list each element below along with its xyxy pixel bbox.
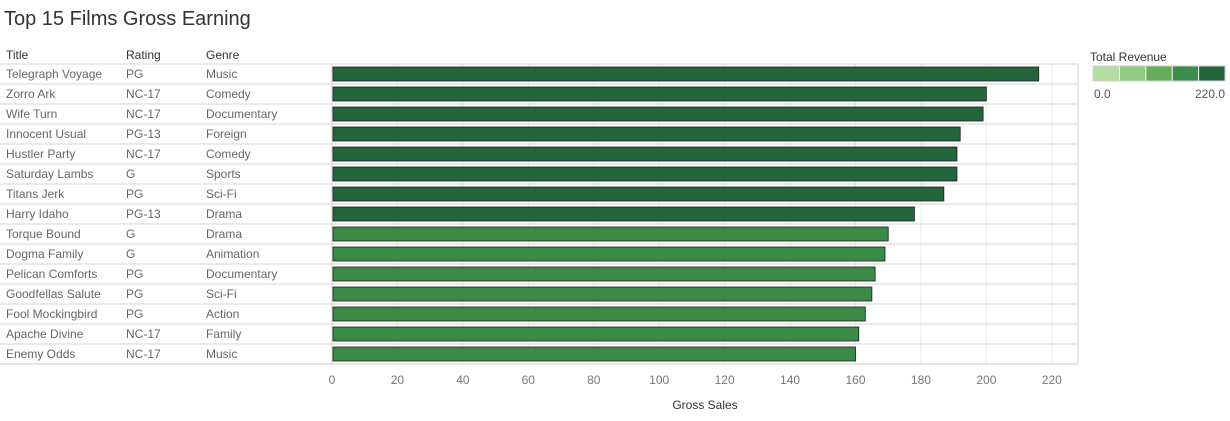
legend-swatch [1199, 66, 1225, 81]
row-rating: PG-13 [126, 127, 161, 141]
row-rating: NC-17 [126, 347, 161, 361]
legend-swatch [1146, 66, 1172, 81]
row-rating: G [126, 227, 135, 241]
row-rating: PG [126, 287, 143, 301]
row-genre: Music [206, 67, 237, 81]
row-genre: Sci-Fi [206, 287, 237, 301]
bar [332, 86, 987, 102]
x-tick-label: 180 [911, 373, 931, 387]
bar [332, 266, 876, 282]
row-rating: NC-17 [126, 107, 161, 121]
x-axis-title: Gross Sales [672, 398, 737, 412]
bar [332, 246, 886, 262]
x-tick-label: 200 [976, 373, 996, 387]
row-genre: Documentary [206, 267, 277, 281]
row-rating: PG-13 [126, 207, 161, 221]
bar [332, 106, 984, 122]
row-title: Hustler Party [6, 147, 75, 161]
x-tick-label: 140 [780, 373, 800, 387]
row-title: Titans Jerk [6, 187, 65, 201]
row-title: Harry Idaho [6, 207, 69, 221]
legend-swatch [1119, 66, 1146, 81]
row-title: Apache Divine [6, 327, 84, 341]
row-title: Telegraph Voyage [6, 67, 102, 81]
row-rating: G [126, 247, 135, 261]
bar [332, 306, 866, 322]
legend-min-label: 0.0 [1094, 87, 1111, 101]
row-rating: G [126, 167, 135, 181]
bar [332, 226, 889, 242]
x-tick-label: 40 [456, 373, 470, 387]
bar [332, 206, 915, 222]
row-rating: PG [126, 67, 143, 81]
row-title: Goodfellas Salute [6, 287, 101, 301]
row-title: Fool Mockingbird [6, 307, 97, 321]
bar [332, 286, 873, 302]
row-genre: Music [206, 347, 237, 361]
legend-swatch [1172, 66, 1199, 81]
column-header-genre: Genre [206, 48, 240, 62]
row-genre: Documentary [206, 107, 277, 121]
row-title: Innocent Usual [6, 127, 86, 141]
column-header-title: Title [6, 48, 29, 62]
x-tick-label: 20 [391, 373, 405, 387]
legend-max-label: 220.0 [1195, 87, 1225, 101]
row-genre: Foreign [206, 127, 247, 141]
row-genre: Comedy [206, 147, 251, 161]
row-title: Torque Bound [6, 227, 81, 241]
chart-title: Top 15 Films Gross Earning [4, 8, 251, 30]
row-title: Saturday Lambs [6, 167, 93, 181]
x-tick-label: 60 [522, 373, 536, 387]
legend-title: Total Revenue [1090, 50, 1167, 64]
row-genre: Sci-Fi [206, 187, 237, 201]
row-genre: Drama [206, 207, 242, 221]
row-genre: Drama [206, 227, 242, 241]
bar [332, 166, 958, 182]
row-title: Zorro Ark [6, 87, 56, 101]
row-genre: Sports [206, 167, 241, 181]
legend-swatch [1093, 66, 1119, 81]
row-rating: PG [126, 307, 143, 321]
row-genre: Action [206, 307, 239, 321]
bar [332, 326, 860, 342]
x-tick-label: 100 [649, 373, 669, 387]
row-rating: NC-17 [126, 87, 161, 101]
row-title: Enemy Odds [6, 347, 75, 361]
x-tick-label: 160 [845, 373, 865, 387]
bar [332, 66, 1040, 82]
bar [332, 146, 958, 162]
row-title: Dogma Family [6, 247, 83, 261]
row-rating: NC-17 [126, 147, 161, 161]
bar [332, 126, 961, 142]
row-genre: Comedy [206, 87, 251, 101]
bar [332, 186, 945, 202]
x-tick-label: 220 [1042, 373, 1062, 387]
row-genre: Animation [206, 247, 259, 261]
row-genre: Family [206, 327, 241, 341]
row-rating: PG [126, 267, 143, 281]
row-title: Wife Turn [6, 107, 57, 121]
bar [332, 346, 856, 362]
x-tick-label: 80 [587, 373, 601, 387]
x-tick-label: 120 [715, 373, 735, 387]
row-rating: PG [126, 187, 143, 201]
x-tick-label: 0 [329, 373, 336, 387]
row-title: Pelican Comforts [6, 267, 97, 281]
column-header-rating: Rating [126, 48, 161, 62]
row-rating: NC-17 [126, 327, 161, 341]
